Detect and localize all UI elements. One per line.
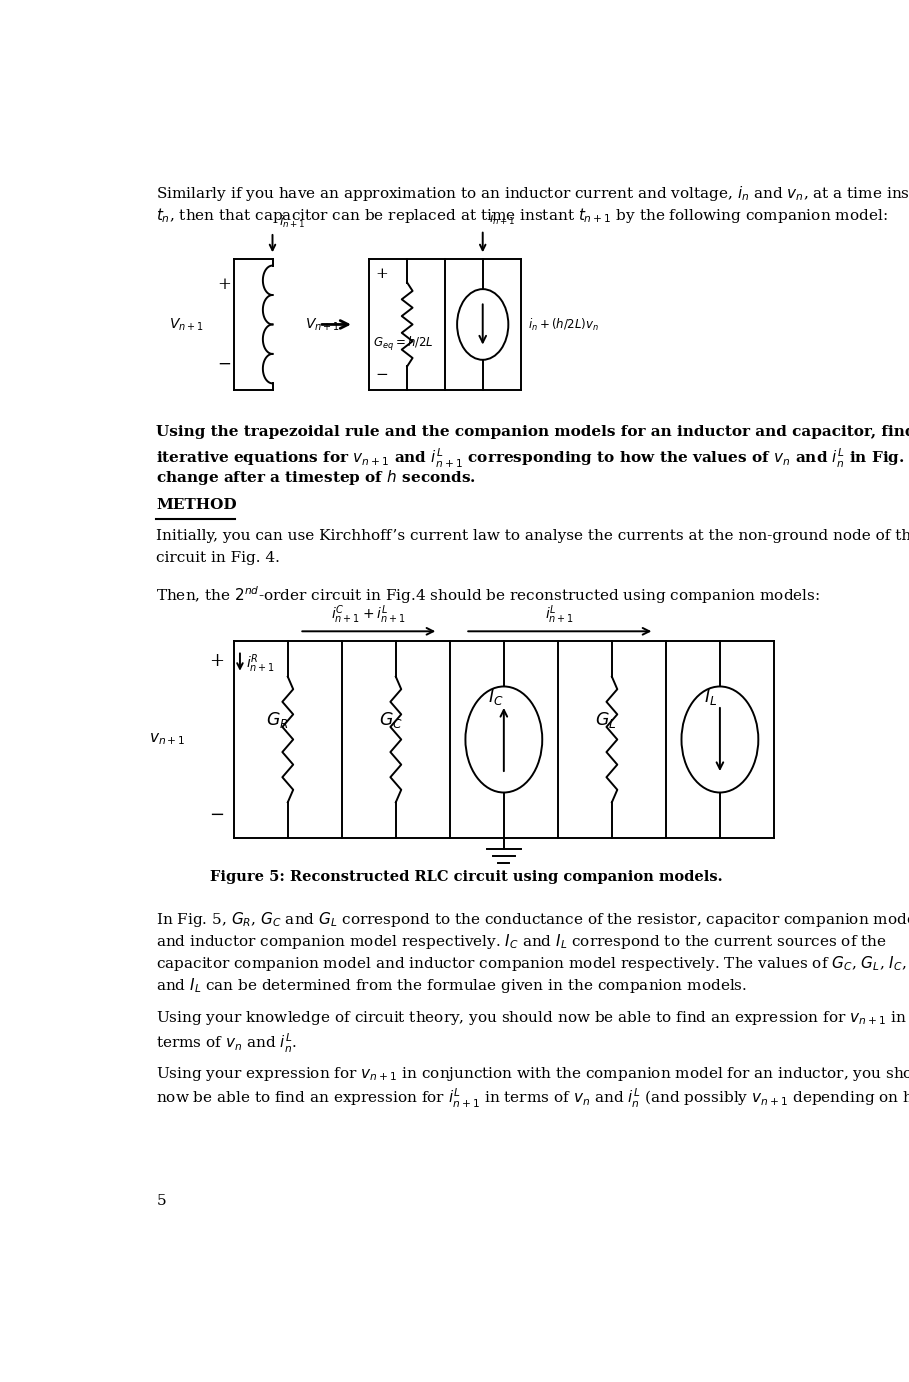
Text: terms of $v_n$ and $i^L_n$.: terms of $v_n$ and $i^L_n$.: [156, 1031, 297, 1054]
Text: Figure 5: Reconstructed RLC circuit using companion models.: Figure 5: Reconstructed RLC circuit usin…: [210, 871, 722, 884]
Text: and $I_L$ can be determined from the formulae given in the companion models.: and $I_L$ can be determined from the for…: [156, 976, 747, 995]
Text: −: −: [217, 357, 232, 373]
Text: −: −: [375, 368, 388, 383]
Text: $t_n$, then that capacitor can be replaced at time instant $t_{n+1}$ by the foll: $t_n$, then that capacitor can be replac…: [156, 206, 888, 225]
Text: Using your knowledge of circuit theory, you should now be able to find an expres: Using your knowledge of circuit theory, …: [156, 1009, 907, 1027]
Text: In Fig. 5, $G_R$, $G_C$ and $G_L$ correspond to the conductance of the resistor,: In Fig. 5, $G_R$, $G_C$ and $G_L$ corres…: [156, 909, 909, 929]
Text: $G_{eq} = h/2L$: $G_{eq} = h/2L$: [374, 334, 434, 352]
Text: $V_{n+1}$: $V_{n+1}$: [305, 316, 340, 333]
Text: $i_{n+1}$: $i_{n+1}$: [489, 210, 515, 227]
Text: $i^R_{n+1}$: $i^R_{n+1}$: [246, 652, 275, 676]
Text: Similarly if you have an approximation to an inductor current and voltage, $i_n$: Similarly if you have an approximation t…: [156, 184, 909, 203]
Text: Initially, you can use Kirchhoff’s current law to analyse the currents at the no: Initially, you can use Kirchhoff’s curre…: [156, 529, 909, 543]
Text: and inductor companion model respectively. $I_C$ and $I_L$ correspond to the cur: and inductor companion model respectivel…: [156, 931, 887, 951]
Text: $I_C$: $I_C$: [488, 687, 504, 708]
Text: 5: 5: [156, 1194, 165, 1208]
Text: Using the trapezoidal rule and the companion models for an inductor and capacito: Using the trapezoidal rule and the compa…: [156, 424, 909, 438]
Text: +: +: [217, 276, 232, 293]
Text: +: +: [209, 651, 225, 669]
Text: $G_L$: $G_L$: [594, 710, 616, 730]
Text: iterative equations for $v_{n+1}$ and $i^L_{n+1}$ corresponding to how the value: iterative equations for $v_{n+1}$ and $i…: [156, 446, 909, 470]
Text: METHOD: METHOD: [156, 498, 237, 513]
Text: $G_R$: $G_R$: [266, 710, 289, 730]
Text: Using your expression for $v_{n+1}$ in conjunction with the companion model for : Using your expression for $v_{n+1}$ in c…: [156, 1064, 909, 1083]
Text: capacitor companion model and inductor companion model respectively. The values : capacitor companion model and inductor c…: [156, 954, 907, 973]
Text: $i^C_{n+1} + i^L_{n+1}$: $i^C_{n+1} + i^L_{n+1}$: [332, 604, 406, 626]
Text: $G_C$: $G_C$: [379, 710, 403, 730]
Text: $I_L$: $I_L$: [704, 687, 717, 708]
Text: circuit in Fig. 4.: circuit in Fig. 4.: [156, 551, 280, 565]
Text: $i^L_{n+1}$: $i^L_{n+1}$: [545, 604, 574, 626]
Text: change after a timestep of $h$ seconds.: change after a timestep of $h$ seconds.: [156, 468, 476, 488]
Text: $v_{n+1}$: $v_{n+1}$: [149, 731, 185, 748]
Text: $V_{n+1}$: $V_{n+1}$: [169, 316, 205, 333]
Text: now be able to find an expression for $i^L_{n+1}$ in terms of $v_n$ and $i^L_n$ : now be able to find an expression for $i…: [156, 1086, 909, 1110]
Text: +: +: [375, 267, 388, 281]
Text: $i_n + (h/2L)v_n$: $i_n + (h/2L)v_n$: [528, 316, 599, 333]
Text: Then, the $2^{nd}$-order circuit in Fig.4 should be reconstructed using companio: Then, the $2^{nd}$-order circuit in Fig.…: [156, 585, 821, 607]
Text: $i_{n+1}$: $i_{n+1}$: [279, 214, 305, 229]
Text: −: −: [209, 806, 225, 824]
